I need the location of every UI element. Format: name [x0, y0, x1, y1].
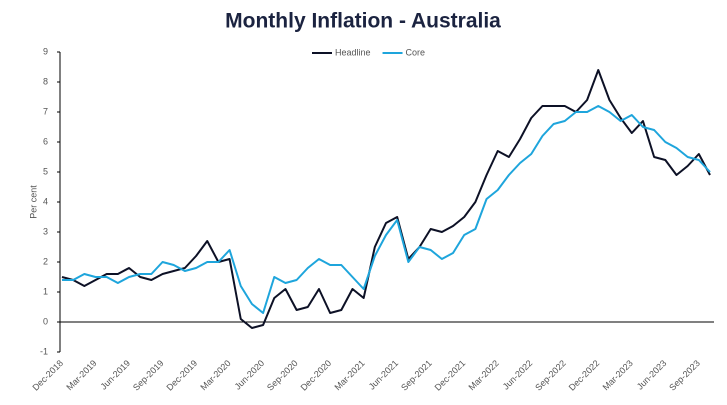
- x-tick-label: Dec-2019: [164, 358, 199, 393]
- x-tick-label: Mar-2019: [64, 358, 98, 392]
- x-tick-label: Sep-2020: [265, 358, 300, 393]
- x-tick-label: Dec-2018: [30, 358, 65, 393]
- x-tick-label: Dec-2020: [299, 358, 334, 393]
- x-tick-label: Sep-2022: [533, 358, 568, 393]
- y-tick-label: 6: [43, 136, 48, 146]
- line-series: [61, 69, 711, 329]
- y-tick-label: 2: [43, 256, 48, 266]
- x-tick-label: Sep-2019: [131, 358, 166, 393]
- y-tick-label: -1: [40, 346, 48, 356]
- y-tick-label: 4: [43, 196, 48, 206]
- chart-title: Monthly Inflation - Australia: [225, 10, 501, 33]
- y-tick-label: 1: [43, 286, 48, 296]
- y-tick-label: 9: [43, 46, 48, 56]
- x-tick-label: Jun-2021: [367, 358, 401, 392]
- legend-label: Core: [406, 47, 426, 57]
- y-tick-label: 3: [43, 226, 48, 236]
- y-tick-label: 7: [43, 106, 48, 116]
- x-tick-label: Jun-2023: [635, 358, 669, 392]
- x-tick-label: Mar-2020: [198, 358, 232, 392]
- line-series: [62, 105, 711, 314]
- x-tick-label: Mar-2021: [332, 358, 366, 392]
- x-tick-label: Jun-2022: [501, 358, 535, 392]
- x-tick-label: Jun-2019: [99, 358, 133, 392]
- y-axis-label: Per cent: [28, 185, 38, 219]
- x-tick-label: Mar-2023: [601, 358, 635, 392]
- x-tick-label: Mar-2022: [467, 358, 501, 392]
- legend-label: Headline: [335, 47, 371, 57]
- x-tick-label: Sep-2023: [667, 358, 702, 393]
- x-tick-label: Dec-2022: [567, 358, 602, 393]
- x-tick-label: Dec-2021: [433, 358, 468, 393]
- y-tick-label: 5: [43, 166, 48, 176]
- x-tick-label: Jun-2020: [233, 358, 267, 392]
- y-tick-label: 0: [43, 316, 48, 326]
- x-tick-label: Sep-2021: [399, 358, 434, 393]
- y-tick-label: 8: [43, 76, 48, 86]
